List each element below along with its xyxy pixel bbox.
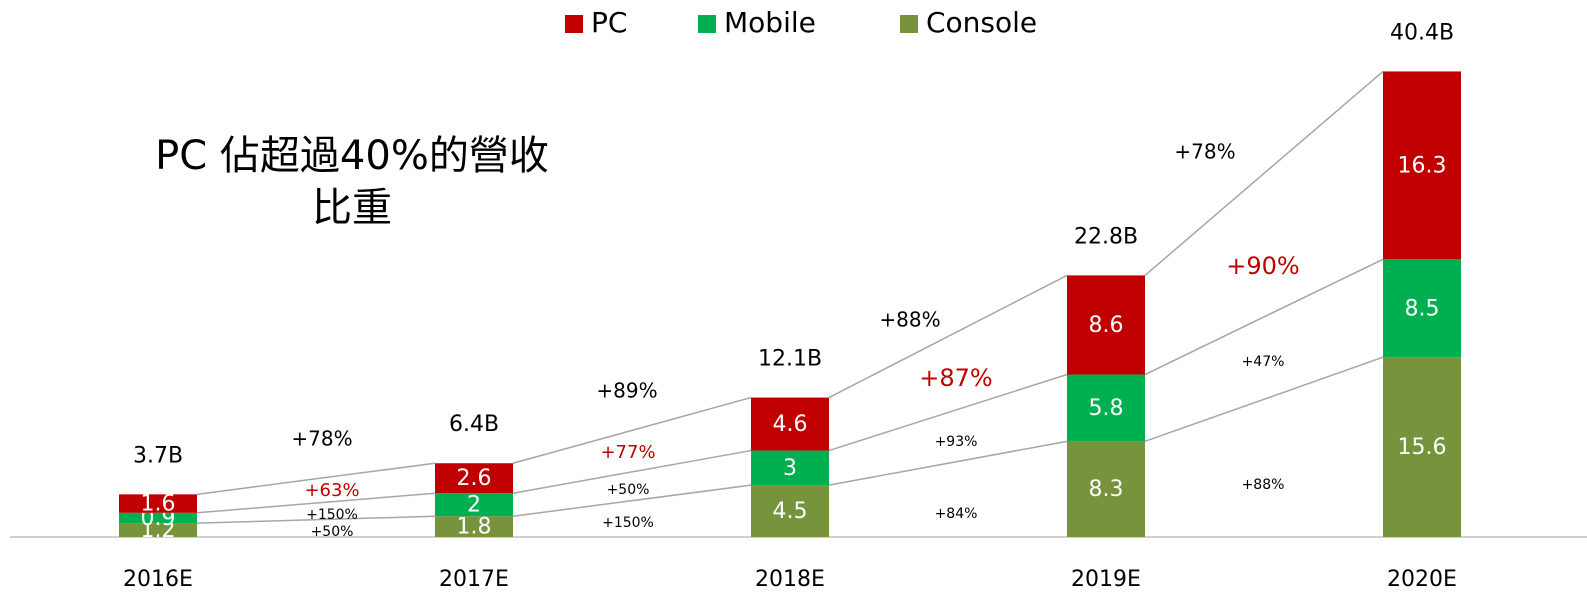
connector [512, 449, 752, 494]
legend-label: Mobile [724, 6, 816, 39]
data-label: 2.6 [457, 466, 492, 491]
bar-segment [1383, 357, 1461, 537]
bar-segment [435, 463, 513, 494]
total-label: 40.4B [1390, 20, 1454, 45]
data-label: 8.3 [1089, 477, 1124, 502]
bar-segment [1067, 441, 1145, 537]
data-label: 5.8 [1089, 396, 1124, 421]
total-label: 6.4B [449, 412, 499, 437]
x-tick-label: 2017E [439, 567, 509, 592]
data-label: 4.5 [773, 499, 808, 524]
total-label: 12.1B [758, 347, 822, 372]
data-label: 8.6 [1089, 313, 1124, 338]
growth-annotation: +50% [311, 524, 354, 540]
x-tick-label: 2018E [755, 567, 825, 592]
x-tick-label: 2016E [123, 567, 193, 592]
connector [1144, 356, 1384, 443]
bar-segment [1383, 259, 1461, 358]
x-tick-label: 2019E [1071, 567, 1141, 592]
data-label: 15.6 [1398, 435, 1447, 460]
connector [828, 440, 1068, 486]
growth-annotation: +88% [879, 308, 940, 332]
growth-annotation: +150% [306, 507, 358, 523]
growth-annotation: +89% [596, 379, 657, 403]
growth-annotation: +93% [935, 434, 978, 450]
bar-segment [119, 512, 197, 524]
bar-segment [1067, 275, 1145, 375]
bar-segment [435, 516, 513, 537]
growth-annotation: +87% [919, 364, 992, 392]
bar-segment [751, 397, 829, 451]
bar-segment [1067, 374, 1145, 442]
data-label: 4.6 [773, 412, 808, 437]
growth-annotation: +50% [607, 482, 650, 498]
bar-segment [751, 485, 829, 537]
data-label: 1.6 [141, 492, 176, 517]
growth-annotation: +63% [304, 480, 359, 501]
legend-swatch [698, 15, 716, 33]
bar-segment [435, 493, 513, 517]
connector [196, 492, 436, 514]
data-label: 8.5 [1405, 296, 1440, 321]
growth-annotation: +78% [291, 427, 352, 451]
legend-label: PC [591, 6, 627, 39]
growth-annotation: +47% [1242, 354, 1285, 370]
data-label: 1.8 [457, 515, 492, 540]
connector [1144, 258, 1384, 376]
connector [1144, 70, 1384, 276]
total-label: 22.8B [1074, 224, 1138, 249]
growth-annotation: +84% [935, 506, 978, 522]
x-tick-label: 2020E [1387, 567, 1457, 592]
total-label: 3.7B [133, 443, 183, 468]
data-label: 3 [783, 456, 797, 481]
chart-title: PC 佔超過40%的營收 [155, 133, 549, 179]
growth-annotation: +150% [602, 515, 654, 531]
legend-label: Console [926, 6, 1037, 39]
growth-annotation: +90% [1226, 252, 1299, 280]
connector [512, 396, 752, 464]
bar-segment [751, 450, 829, 486]
bar-segment [1383, 71, 1461, 260]
legend-swatch [900, 15, 918, 33]
bar-segment [119, 494, 197, 513]
bar-segment [119, 523, 197, 537]
connector [828, 274, 1068, 399]
legend-swatch [565, 15, 583, 33]
connector [196, 462, 436, 496]
growth-annotation: +78% [1174, 140, 1235, 164]
connector [196, 515, 436, 524]
connector [512, 484, 752, 518]
data-label: 16.3 [1398, 153, 1447, 178]
growth-annotation: +88% [1242, 477, 1285, 493]
growth-annotation: +77% [600, 442, 655, 463]
connector [828, 373, 1068, 452]
data-label: 2 [467, 493, 481, 518]
chart-title: 比重 [312, 185, 392, 231]
